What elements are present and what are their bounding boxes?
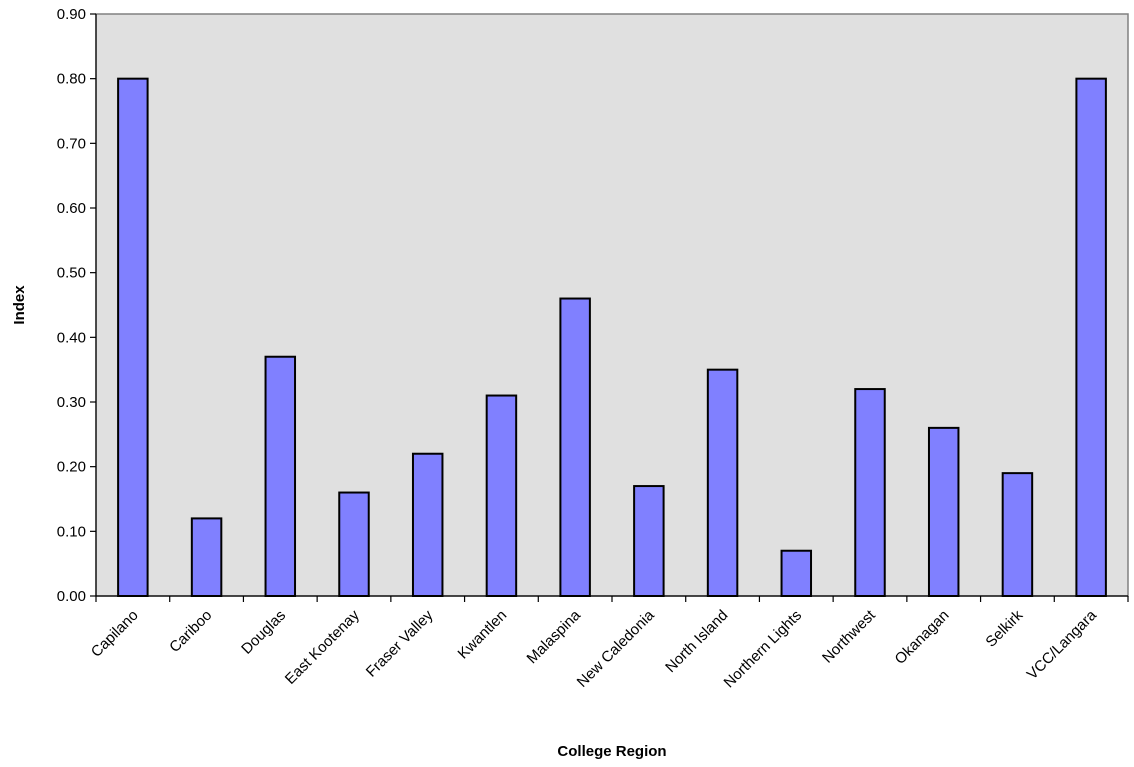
bar-new-caledonia xyxy=(633,485,665,598)
bar-okanagan xyxy=(927,426,960,597)
y-tick-label: 0.60 xyxy=(57,200,86,217)
y-tick-label: 0.10 xyxy=(57,523,86,540)
x-tick-label: Okanagan xyxy=(892,607,953,668)
bar-cariboo xyxy=(190,517,223,598)
x-tick-label: Fraser Valley xyxy=(363,606,437,680)
bar-fraser-valley xyxy=(411,452,444,597)
y-tick-label: 0.70 xyxy=(57,135,86,152)
y-tick-label: 0.90 xyxy=(57,6,86,23)
x-tick-label: Selkirk xyxy=(982,606,1026,650)
x-axis-title: College Region xyxy=(557,743,666,760)
y-tick-label: 0.80 xyxy=(57,71,86,88)
bar-north-island xyxy=(706,368,739,597)
x-tick-label: New Caledonia xyxy=(574,606,658,690)
plot-area xyxy=(95,13,1129,597)
bar-capilano xyxy=(117,77,149,597)
y-axis: 0.00 0.10 0.20 0.30 0.40 0.50 0.60 0.70 0.80 0.90 xyxy=(57,6,97,605)
x-tick-label: Capilano xyxy=(88,607,142,661)
y-tick-label: 0.50 xyxy=(57,265,86,282)
y-tick-label: 0.00 xyxy=(57,588,86,605)
bar-douglas xyxy=(264,355,297,597)
bar-selkirk xyxy=(1001,472,1034,597)
bar-malaspina xyxy=(559,297,591,597)
bar-east-kootenay xyxy=(338,491,370,597)
y-tick-label: 0.20 xyxy=(57,459,86,476)
bar-northwest xyxy=(854,388,886,598)
y-tick-label: 0.30 xyxy=(57,394,86,411)
bar-kwantlen xyxy=(485,394,518,597)
bar-vcc-langara xyxy=(1075,77,1107,597)
bars-group xyxy=(117,77,1107,598)
x-tick-label: Northwest xyxy=(819,606,879,666)
bar-northern-lights xyxy=(780,549,813,598)
y-tick-label: 0.40 xyxy=(57,329,86,346)
x-tick-label: Malaspina xyxy=(524,606,585,667)
x-tick-label: Northern Lights xyxy=(721,607,806,692)
x-tick-label: VCC/Langara xyxy=(1024,606,1101,683)
x-tick-label: Kwantlen xyxy=(455,607,511,663)
x-tick-label: North Island xyxy=(662,607,731,676)
x-tick-label: Cariboo xyxy=(166,607,215,656)
y-axis-title: Index xyxy=(11,285,28,325)
x-tick-label: East Kootenay xyxy=(282,606,363,687)
x-tick-label: Douglas xyxy=(238,607,289,658)
